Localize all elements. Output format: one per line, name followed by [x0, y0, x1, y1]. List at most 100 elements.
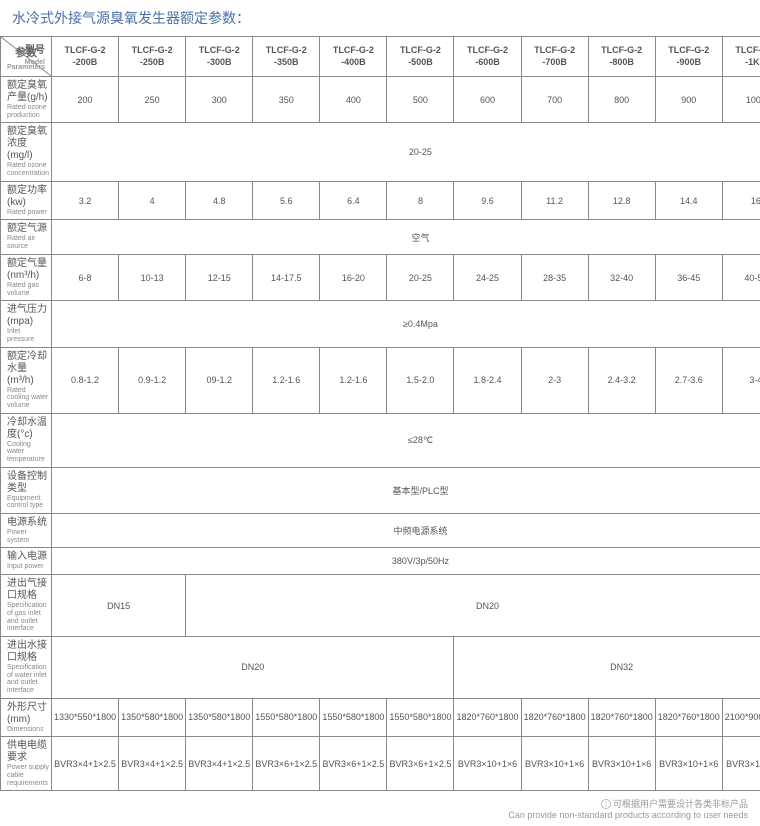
footer-en: Can provide non-standard products accord…: [12, 810, 748, 820]
value-cell: 1.2-1.6: [320, 347, 387, 413]
value-cell: 500: [387, 77, 454, 123]
param-label-cell: 输入电源Input power: [1, 548, 52, 575]
param-label-cell: 额定臭氧产量(g/h)Rated ozone production: [1, 77, 52, 123]
value-cell: 1330*550*1800: [52, 698, 119, 737]
model-header: TLCF-G-2-250B: [119, 37, 186, 77]
value-cell: 1350*580*1800: [119, 698, 186, 737]
table-row: 输入电源Input power380V/3p/50Hz: [1, 548, 760, 575]
value-cell: BVR3×4+1×2.5: [119, 737, 186, 791]
value-cell: 4.8: [186, 181, 253, 220]
model-header: TLCF-G-2-500B: [387, 37, 454, 77]
value-cell: 2.4-3.2: [588, 347, 655, 413]
value-cell: BVR3×10+1×6: [454, 737, 521, 791]
table-row: 额定气源Rated air source空气: [1, 220, 760, 254]
value-cell: 16: [722, 181, 760, 220]
spec-table: 型号Model 参数Parameters TLCF-G-2-200BTLCF-G…: [0, 36, 760, 791]
value-cell: BVR3×4+1×2.5: [52, 737, 119, 791]
value-cell: 1820*760*1800: [588, 698, 655, 737]
value-cell: 3-4: [722, 347, 760, 413]
value-cell: 1550*580*1800: [320, 698, 387, 737]
value-cell: ≥0.4Mpa: [52, 301, 760, 347]
param-label-cell: 额定气量(nm³/h)Rated gas volume: [1, 254, 52, 300]
value-cell: 350: [253, 77, 320, 123]
value-cell: 20-25: [52, 123, 760, 181]
value-cell: 1820*760*1800: [454, 698, 521, 737]
value-cell: 基本型/PLC型: [52, 467, 760, 513]
value-cell: 40-50: [722, 254, 760, 300]
param-label-cell: 进出气接口规格Specification of gas inlet and ou…: [1, 575, 52, 637]
header-row: 型号Model 参数Parameters TLCF-G-2-200BTLCF-G…: [1, 37, 760, 77]
model-header: TLCF-G-2-300B: [186, 37, 253, 77]
value-cell: 1550*580*1800: [253, 698, 320, 737]
value-cell: 700: [521, 77, 588, 123]
value-cell: ≤28℃: [52, 413, 760, 467]
param-label-cell: 电源系统Power system: [1, 514, 52, 548]
value-cell: 1820*760*1800: [655, 698, 722, 737]
param-label-cell: 额定臭氧浓度(mg/l)Rated ozone concentration: [1, 123, 52, 181]
value-cell: 14-17.5: [253, 254, 320, 300]
value-cell: 12.8: [588, 181, 655, 220]
value-cell: BVR3×10+1×6: [722, 737, 760, 791]
value-cell: 14.4: [655, 181, 722, 220]
value-cell: 12-15: [186, 254, 253, 300]
model-header: TLCF-G-2-200B: [52, 37, 119, 77]
info-icon: i: [601, 799, 611, 809]
value-cell: 300: [186, 77, 253, 123]
value-cell: 600: [454, 77, 521, 123]
value-cell: BVR3×6+1×2.5: [253, 737, 320, 791]
value-cell: DN15: [52, 575, 186, 637]
param-label-cell: 供电电缆要求Power supply cable requirements: [1, 737, 52, 791]
value-cell: DN20: [186, 575, 760, 637]
value-cell: 200: [52, 77, 119, 123]
value-cell: 11.2: [521, 181, 588, 220]
value-cell: 8: [387, 181, 454, 220]
value-cell: 1820*760*1800: [521, 698, 588, 737]
value-cell: 3.2: [52, 181, 119, 220]
value-cell: 2.7-3.6: [655, 347, 722, 413]
value-cell: 32-40: [588, 254, 655, 300]
model-header: TLCF-G-2-350B: [253, 37, 320, 77]
value-cell: 900: [655, 77, 722, 123]
value-cell: BVR3×6+1×2.5: [387, 737, 454, 791]
value-cell: 0.9-1.2: [119, 347, 186, 413]
value-cell: 36-45: [655, 254, 722, 300]
value-cell: BVR3×6+1×2.5: [320, 737, 387, 791]
value-cell: 24-25: [454, 254, 521, 300]
table-row: 进出水接口规格Specification of water inlet and …: [1, 636, 760, 698]
value-cell: 2100*900*1800: [722, 698, 760, 737]
value-cell: BVR3×10+1×6: [588, 737, 655, 791]
page-title: 水冷式外接气源臭氧发生器额定参数：: [0, 0, 760, 36]
table-row: 电源系统Power system中频电源系统: [1, 514, 760, 548]
table-body: 额定臭氧产量(g/h)Rated ozone production2002503…: [1, 77, 760, 791]
table-row: 外形尺寸(mm)Dimensions1330*550*18001350*580*…: [1, 698, 760, 737]
param-label-cell: 设备控制类型Equipment control type: [1, 467, 52, 513]
value-cell: 1.5-2.0: [387, 347, 454, 413]
param-label-cn: 参数: [15, 47, 37, 59]
value-cell: 空气: [52, 220, 760, 254]
value-cell: 5.6: [253, 181, 320, 220]
param-label-cell: 冷却水温度(°c)Cooling water temperature: [1, 413, 52, 467]
value-cell: 380V/3p/50Hz: [52, 548, 760, 575]
model-header: TLCF-G-2-600B: [454, 37, 521, 77]
value-cell: 20-25: [387, 254, 454, 300]
model-header: TLCF-G-2-700B: [521, 37, 588, 77]
value-cell: 28-35: [521, 254, 588, 300]
param-label-cell: 额定冷却水量(m³/h)Rated cooling water volume: [1, 347, 52, 413]
model-header: TLCF-G-2-400B: [320, 37, 387, 77]
model-header: TLCF-G-2-800B: [588, 37, 655, 77]
value-cell: 800: [588, 77, 655, 123]
value-cell: 1.2-1.6: [253, 347, 320, 413]
value-cell: 400: [320, 77, 387, 123]
value-cell: 中频电源系统: [52, 514, 760, 548]
value-cell: 4: [119, 181, 186, 220]
corner-header: 型号Model 参数Parameters: [1, 37, 52, 77]
param-label-en: Parameters: [7, 64, 45, 71]
value-cell: 09-1.2: [186, 347, 253, 413]
value-cell: 6.4: [320, 181, 387, 220]
value-cell: 9.6: [454, 181, 521, 220]
value-cell: DN20: [52, 636, 454, 698]
value-cell: 0.8-1.2: [52, 347, 119, 413]
value-cell: 10-13: [119, 254, 186, 300]
table-row: 进出气接口规格Specification of gas inlet and ou…: [1, 575, 760, 637]
value-cell: BVR3×10+1×6: [655, 737, 722, 791]
